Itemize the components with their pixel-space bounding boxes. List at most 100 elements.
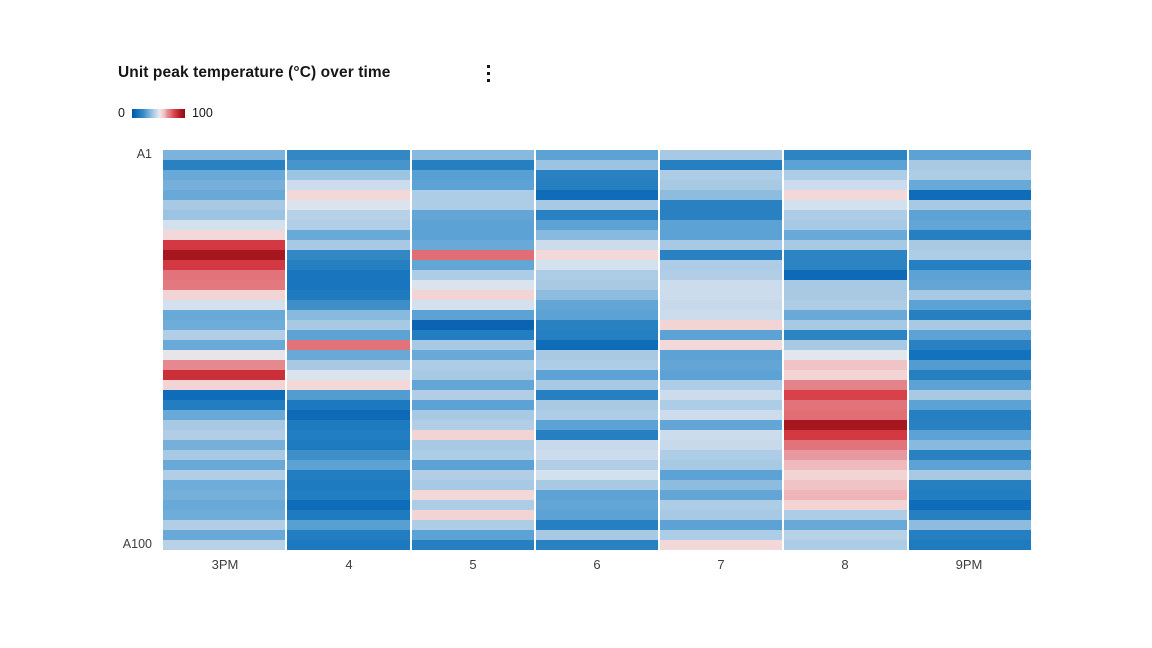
heatmap-cell[interactable] [287,490,410,500]
heatmap-cell[interactable] [287,350,410,360]
heatmap-cell[interactable] [660,210,783,220]
heatmap-cell[interactable] [163,350,286,360]
heatmap-cell[interactable] [660,240,783,250]
heatmap-cell[interactable] [535,360,659,370]
heatmap-cell[interactable] [908,180,1031,190]
heatmap-cell[interactable] [784,470,907,480]
heatmap-cell[interactable] [660,430,783,440]
heatmap-cell[interactable] [660,380,783,390]
heatmap-cell[interactable] [535,310,659,320]
heatmap-cell[interactable] [908,510,1031,520]
heatmap-cell[interactable] [287,280,410,290]
heatmap-cell[interactable] [163,290,286,300]
heatmap-cell[interactable] [660,500,783,510]
heatmap-cell[interactable] [163,240,286,250]
heatmap-cell[interactable] [163,170,286,180]
heatmap-cell[interactable] [535,400,659,410]
heatmap-cell[interactable] [287,510,410,520]
heatmap-cell[interactable] [411,240,534,250]
heatmap-cell[interactable] [908,480,1031,490]
heatmap-cell[interactable] [784,320,907,330]
heatmap-cell[interactable] [535,290,659,300]
heatmap-cell[interactable] [908,170,1031,180]
heatmap-cell[interactable] [411,180,534,190]
heatmap-cell[interactable] [908,190,1031,200]
heatmap-cell[interactable] [287,200,410,210]
heatmap-cell[interactable] [908,540,1031,550]
heatmap-cell[interactable] [784,160,907,170]
heatmap-cell[interactable] [660,270,783,280]
heatmap-cell[interactable] [660,440,783,450]
heatmap-cell[interactable] [163,540,286,550]
heatmap-cell[interactable] [784,220,907,230]
heatmap-cell[interactable] [660,350,783,360]
heatmap-cell[interactable] [411,440,534,450]
heatmap-cell[interactable] [287,340,410,350]
heatmap-cell[interactable] [163,180,286,190]
heatmap-cell[interactable] [287,330,410,340]
heatmap-cell[interactable] [411,450,534,460]
heatmap-cell[interactable] [163,450,286,460]
heatmap-cell[interactable] [660,230,783,240]
heatmap-cell[interactable] [908,380,1031,390]
heatmap-cell[interactable] [411,420,534,430]
heatmap-cell[interactable] [411,260,534,270]
heatmap-cell[interactable] [411,390,534,400]
heatmap-cell[interactable] [908,260,1031,270]
heatmap-cell[interactable] [287,430,410,440]
heatmap-cell[interactable] [908,490,1031,500]
heatmap-cell[interactable] [660,310,783,320]
heatmap-cell[interactable] [908,290,1031,300]
heatmap-cell[interactable] [660,170,783,180]
heatmap-cell[interactable] [287,150,410,160]
heatmap-cell[interactable] [287,420,410,430]
heatmap-cell[interactable] [660,420,783,430]
heatmap-cell[interactable] [784,170,907,180]
heatmap-cell[interactable] [163,440,286,450]
heatmap-cell[interactable] [163,150,286,160]
heatmap-cell[interactable] [411,200,534,210]
heatmap-cell[interactable] [784,150,907,160]
heatmap-cell[interactable] [660,280,783,290]
heatmap-cell[interactable] [287,400,410,410]
heatmap-cell[interactable] [660,180,783,190]
heatmap-cell[interactable] [535,280,659,290]
heatmap-cell[interactable] [163,340,286,350]
heatmap-cell[interactable] [411,500,534,510]
heatmap-cell[interactable] [784,260,907,270]
heatmap-cell[interactable] [411,470,534,480]
heatmap-cell[interactable] [908,440,1031,450]
heatmap-cell[interactable] [660,530,783,540]
heatmap-cell[interactable] [287,190,410,200]
heatmap-cell[interactable] [535,500,659,510]
heatmap-cell[interactable] [660,340,783,350]
heatmap-cell[interactable] [784,430,907,440]
heatmap-cell[interactable] [784,240,907,250]
heatmap-cell[interactable] [287,530,410,540]
heatmap-cell[interactable] [535,420,659,430]
heatmap-cell[interactable] [660,480,783,490]
heatmap-cell[interactable] [287,440,410,450]
heatmap-cell[interactable] [784,480,907,490]
heatmap-cell[interactable] [411,540,534,550]
heatmap-cell[interactable] [287,390,410,400]
heatmap-cell[interactable] [411,430,534,440]
heatmap-cell[interactable] [287,290,410,300]
heatmap-cell[interactable] [784,270,907,280]
heatmap-cell[interactable] [287,520,410,530]
heatmap-cell[interactable] [660,320,783,330]
heatmap-cell[interactable] [535,260,659,270]
heatmap-cell[interactable] [908,410,1031,420]
heatmap-cell[interactable] [163,190,286,200]
heatmap-cell[interactable] [411,490,534,500]
heatmap-cell[interactable] [535,170,659,180]
heatmap-cell[interactable] [908,450,1031,460]
heatmap-cell[interactable] [908,500,1031,510]
heatmap-cell[interactable] [163,210,286,220]
heatmap-cell[interactable] [784,410,907,420]
heatmap-cell[interactable] [535,540,659,550]
heatmap-cell[interactable] [660,400,783,410]
heatmap-cell[interactable] [287,540,410,550]
heatmap-cell[interactable] [535,510,659,520]
heatmap-cell[interactable] [784,200,907,210]
